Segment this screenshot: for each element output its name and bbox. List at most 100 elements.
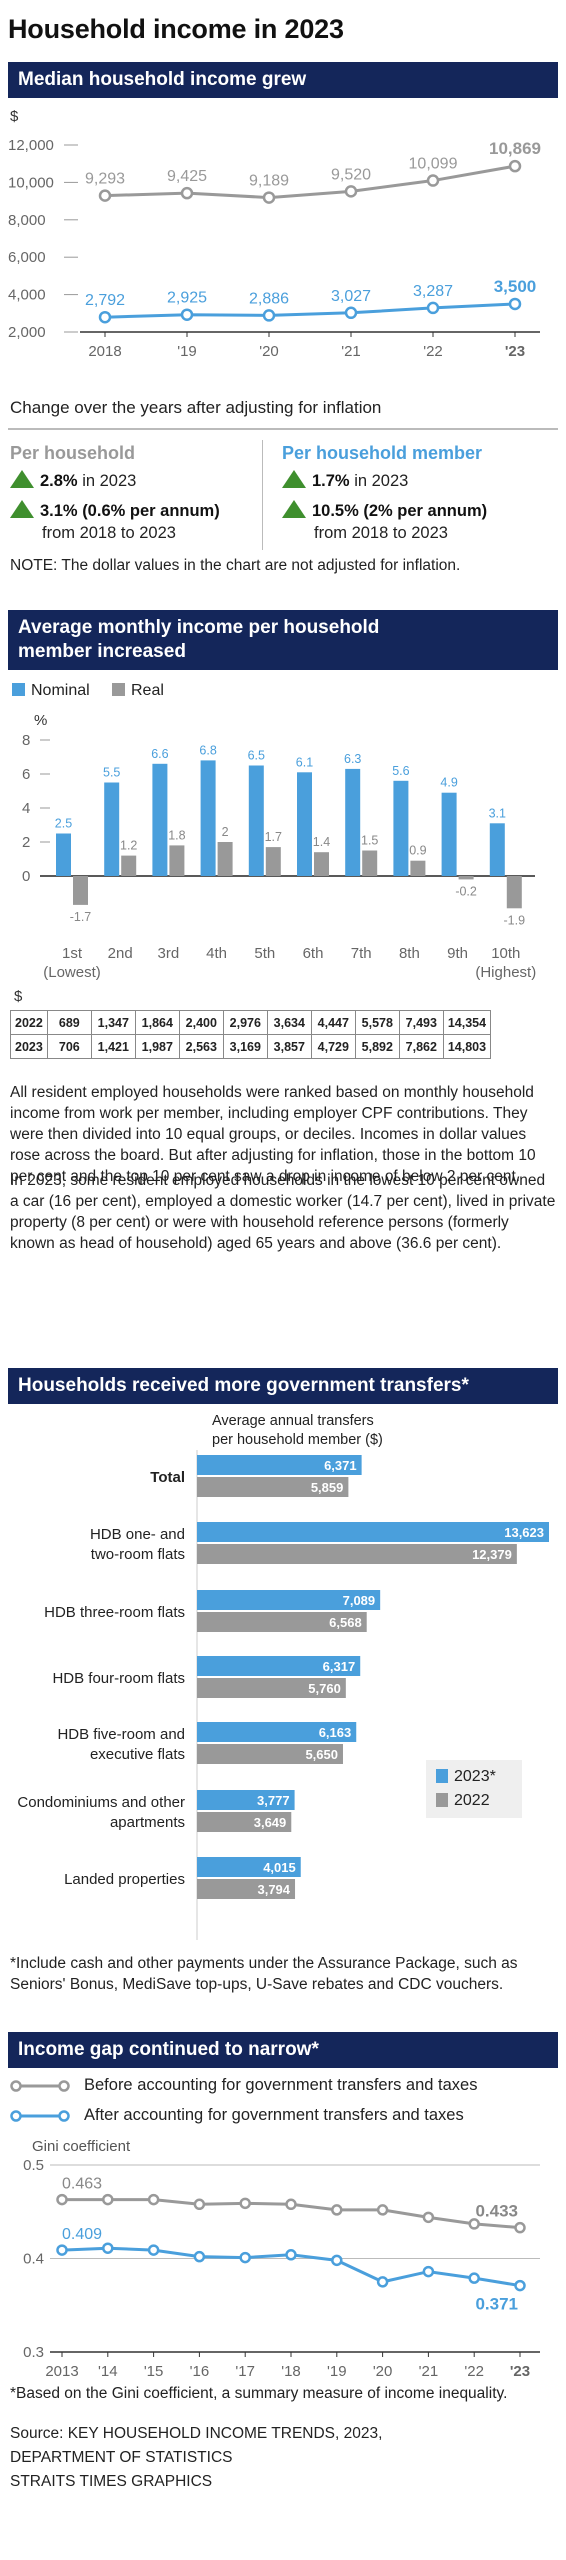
bar-2022 [197, 1678, 346, 1698]
data-point [422, 2211, 435, 2224]
x-tick-label: 2013 [45, 2363, 78, 2380]
bar-2022 [197, 1477, 349, 1497]
bar-real [265, 847, 281, 876]
bar-real [121, 855, 137, 876]
category-label: 2nd [108, 945, 133, 962]
data-point [98, 310, 112, 324]
bar-real [410, 860, 426, 876]
data-label: 1.2 [120, 839, 137, 853]
data-label: 1.5 [361, 834, 378, 848]
category-label: 1st [62, 945, 83, 962]
credit-department: DEPARTMENT OF STATISTICS [10, 2449, 233, 2466]
data-point [180, 308, 194, 321]
data-label: 5,859 [311, 1480, 344, 1495]
per-household-stat-2018-2023: 3.1% (0.6% per annum) [10, 500, 220, 522]
data-point [193, 2250, 206, 2263]
data-label: 9,520 [331, 166, 371, 183]
category-label: 5th [254, 945, 275, 962]
data-label: 9,425 [167, 168, 207, 185]
data-label: 1.8 [168, 828, 185, 842]
data-point [102, 2242, 114, 2254]
data-label: 5.5 [103, 766, 120, 780]
y-tick-label: 10,000 [8, 174, 54, 191]
category-label: two-room flats [91, 1546, 185, 1563]
x-tick-label: '21 [419, 2363, 439, 2380]
x-tick-label: '18 [281, 2363, 301, 2380]
column-divider [262, 440, 263, 550]
category-label: Landed properties [64, 1871, 185, 1888]
data-point [285, 2198, 297, 2211]
table-cell: 3,169 [222, 1034, 268, 1059]
decile-income-table: 2022 689 1,347 1,864 2,400 2,976 3,634 4,447 5,5… [10, 1010, 492, 1059]
table-cell: 3,634 [266, 1010, 312, 1035]
data-label: 6,317 [323, 1659, 356, 1674]
data-label: 0.9 [409, 844, 426, 858]
data-label: 4.9 [440, 776, 457, 790]
category-label: apartments [110, 1814, 185, 1831]
data-label: 2.5 [55, 817, 72, 831]
table-cell: 14,354 [442, 1010, 492, 1035]
legend-2022: 2022 [436, 1792, 490, 1810]
data-point [147, 2244, 160, 2256]
bar-nominal [152, 763, 168, 876]
category-label: HDB five-room and [57, 1726, 185, 1743]
category-label: 9th [447, 945, 468, 962]
data-label: 5,650 [305, 1747, 338, 1762]
data-point [262, 191, 276, 204]
credit-source: Source: KEY HOUSEHOLD INCOME TRENDS, 202… [10, 2425, 383, 2442]
data-label: 4,015 [263, 1860, 296, 1875]
category-label: 8th [399, 945, 420, 962]
table-cell: 7,493 [398, 1010, 444, 1035]
data-label: 10,869 [489, 139, 541, 158]
data-point [98, 189, 112, 202]
data-label: 3,777 [257, 1793, 290, 1808]
x-tick-label: '17 [235, 2363, 255, 2380]
data-label: 0.409 [62, 2226, 102, 2243]
bar-2023 [197, 1790, 295, 1810]
table-cell: 5,578 [354, 1010, 400, 1035]
legend-nominal: Nominal [12, 682, 90, 700]
section-header-gini: Income gap continued to narrow* [8, 2032, 558, 2068]
per-member-stat-2018-2023: 10.5% (2% per annum) [282, 500, 487, 522]
data-label: 6,163 [319, 1725, 352, 1740]
data-label: -0.2 [455, 884, 477, 898]
data-point [422, 2265, 435, 2278]
table-cell: 14,803 [442, 1034, 492, 1059]
data-point [508, 297, 522, 311]
category-label: HDB one- and [90, 1526, 185, 1543]
table-cell: 1,421 [90, 1034, 136, 1059]
y-tick-label: 2 [22, 834, 30, 851]
bar-2022 [197, 1544, 517, 1564]
data-label: 6.1 [296, 755, 313, 769]
data-point [468, 2218, 480, 2230]
data-point [193, 2198, 206, 2211]
bar-nominal [297, 772, 312, 876]
table-year-cell: 2023 [10, 1034, 48, 1059]
bar-2023 [197, 1656, 361, 1676]
data-point [468, 2272, 480, 2284]
legend-marker [10, 2080, 22, 2092]
data-point [426, 301, 440, 315]
y-tick-label: 2,000 [8, 324, 46, 341]
x-tick-label: 2018 [88, 343, 121, 360]
data-label: 3.1 [489, 806, 506, 820]
table-cell: 4,447 [310, 1010, 356, 1035]
data-label: 6,371 [324, 1458, 357, 1473]
table-cell: 1,987 [134, 1034, 180, 1059]
section-header-median-income: Median household income grew [8, 62, 558, 98]
data-point [56, 2193, 68, 2206]
data-point [239, 2197, 251, 2210]
bar-real [362, 850, 378, 876]
transfers-bar-chart: 6,371 5,859 Total 13,623 12,379 HDB one- and t… [17, 1450, 549, 1940]
data-point [147, 2193, 160, 2206]
category-label: Condominiums and other [17, 1794, 185, 1811]
section-header-decile-income: Average monthly income per household memb… [8, 610, 558, 670]
up-arrow-icon [282, 500, 306, 518]
bar-nominal [345, 768, 361, 876]
data-point [344, 185, 358, 198]
x-tick-label: '19 [327, 2363, 347, 2380]
page-title: Household income in 2023 [8, 14, 344, 44]
data-label: 6.8 [199, 743, 216, 757]
data-point [262, 309, 276, 322]
legend-after: After accounting for government transfer… [84, 2106, 464, 2124]
